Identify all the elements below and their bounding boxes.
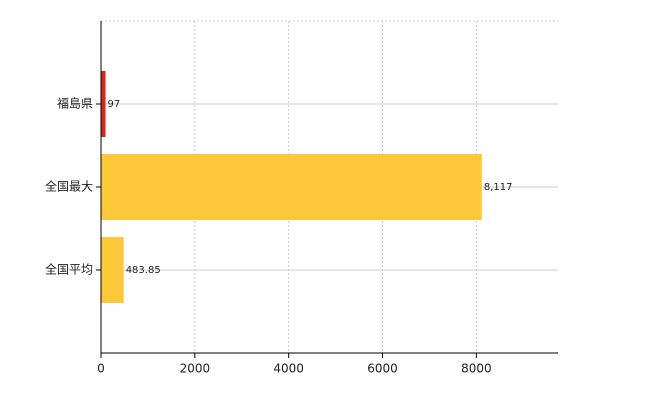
x-tick-label: 8000 [461, 362, 492, 376]
value-label: 483.85 [126, 265, 161, 276]
y-tick-label: 福島県 [57, 96, 93, 111]
y-tick-label: 全国最大 [45, 179, 93, 194]
value-label: 8,117 [484, 182, 513, 193]
bar [101, 71, 106, 137]
y-tick-label: 全国平均 [45, 262, 93, 277]
value-label: 97 [108, 99, 121, 110]
bar [101, 154, 482, 220]
x-tick-label: 6000 [367, 362, 398, 376]
bar [101, 237, 124, 303]
x-tick-label: 0 [97, 362, 105, 376]
x-tick-label: 2000 [180, 362, 211, 376]
x-tick-label: 4000 [273, 362, 304, 376]
